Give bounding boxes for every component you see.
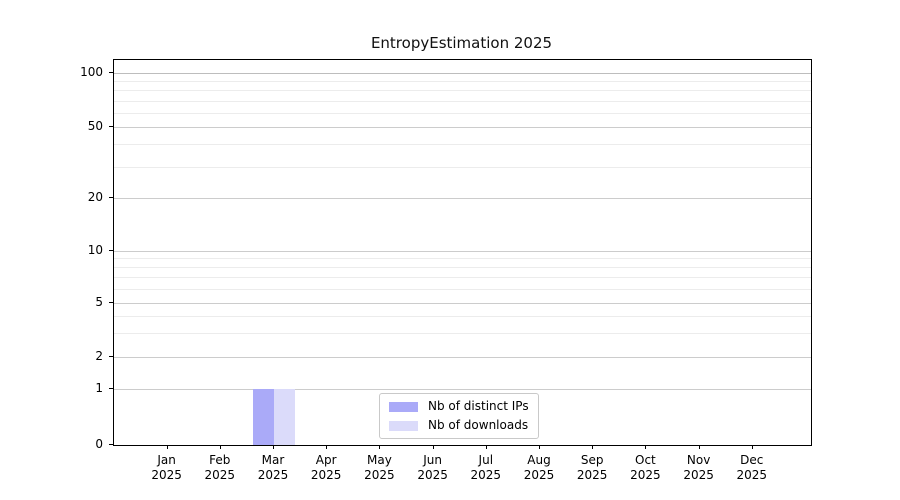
y-axis-tick	[109, 125, 113, 127]
y-axis-tick-label: 10	[87, 242, 103, 257]
legend-swatch	[389, 401, 418, 412]
minor-gridline	[114, 112, 811, 114]
minor-gridline	[114, 288, 811, 290]
x-axis-tick	[592, 445, 594, 449]
y-axis-tick	[109, 71, 113, 73]
y-axis-tick	[109, 388, 113, 390]
minor-gridline	[114, 332, 811, 334]
y-axis-tick-label: 50	[87, 118, 103, 133]
x-axis-tick-label: May 2025	[347, 453, 411, 483]
x-axis-tick	[432, 445, 434, 449]
x-axis-tick-label: Apr 2025	[294, 453, 358, 483]
y-axis-tick-label: 100	[80, 64, 103, 79]
x-label-year: 2025	[576, 468, 608, 482]
x-axis-tick-label: Jun 2025	[401, 453, 465, 483]
x-axis-tick-label: Oct 2025	[613, 453, 677, 483]
x-axis-tick	[698, 445, 700, 449]
legend-label: Nb of downloads	[428, 418, 529, 432]
x-label-month: Nov	[686, 453, 711, 467]
x-label-year: 2025	[683, 468, 714, 482]
y-axis-tick	[109, 197, 113, 199]
x-label-year: 2025	[310, 468, 342, 482]
x-label-year: 2025	[204, 468, 236, 482]
major-gridline	[114, 72, 811, 74]
y-axis-tick-label: 1	[95, 381, 103, 396]
x-label-year: 2025	[417, 468, 448, 482]
x-label-month: Apr	[315, 453, 337, 467]
minor-gridline	[114, 277, 811, 279]
minor-gridline	[114, 144, 811, 146]
y-axis-tick	[109, 301, 113, 303]
x-label-year: 2025	[257, 468, 289, 482]
chart-title: EntropyEstimation 2025	[370, 34, 553, 52]
legend: Nb of distinct IPs Nb of downloads	[379, 393, 539, 439]
y-axis-tick-label: 0	[95, 437, 103, 451]
x-axis-tick-label: Sep 2025	[560, 453, 624, 483]
minor-gridline	[114, 90, 811, 92]
x-axis-tick	[645, 445, 647, 449]
x-axis-tick	[379, 445, 381, 449]
x-label-year: 2025	[364, 468, 395, 482]
major-gridline	[114, 250, 811, 252]
minor-gridline	[114, 80, 811, 82]
major-gridline	[114, 302, 811, 304]
x-label-month: Feb	[209, 453, 231, 467]
major-gridline	[114, 198, 811, 200]
x-label-month: Jan	[157, 453, 176, 467]
x-axis-tick-label: Mar 2025	[241, 453, 305, 483]
x-axis-tick	[539, 445, 540, 449]
y-axis-tick-label: 20	[87, 190, 103, 205]
x-label-month: Dec	[740, 453, 764, 467]
x-label-month: Mar	[261, 453, 285, 467]
x-axis-tick-label: Jul 2025	[454, 453, 518, 483]
x-axis-tick-label: Jan 2025	[135, 453, 199, 483]
x-label-year: 2025	[151, 468, 182, 482]
x-label-month: Jun	[423, 453, 442, 467]
x-axis-tick	[485, 445, 487, 449]
minor-gridline	[114, 100, 811, 102]
bar-nb-of-distinct-ips-mar	[253, 389, 274, 445]
x-label-month: Jul	[478, 453, 494, 467]
minor-gridline	[114, 166, 811, 168]
x-axis-tick-label: Dec 2025	[720, 453, 784, 483]
major-gridline	[114, 357, 811, 358]
x-label-month: May	[366, 453, 392, 467]
minor-gridline	[114, 267, 811, 269]
x-label-year: 2025	[470, 468, 502, 482]
minor-gridline	[114, 258, 811, 260]
y-axis-tick-label: 2	[95, 349, 103, 363]
x-axis-tick-label: Nov 2025	[667, 453, 731, 483]
y-axis-tick	[109, 444, 113, 445]
x-axis-tick	[326, 445, 328, 449]
legend-swatch	[389, 420, 418, 431]
y-axis-tick-label: 5	[95, 294, 103, 309]
x-label-month: Oct	[635, 453, 656, 467]
x-axis-tick	[219, 445, 221, 449]
x-label-year: 2025	[736, 468, 768, 482]
major-gridline	[114, 389, 811, 391]
x-label-month: Sep	[580, 453, 604, 467]
legend-item: Nb of downloads	[389, 417, 529, 434]
legend-item: Nb of distinct IPs	[389, 398, 529, 415]
major-gridline	[114, 126, 811, 128]
x-label-year: 2025	[630, 468, 661, 482]
x-axis-tick	[273, 445, 274, 449]
x-axis-tick	[751, 445, 753, 449]
x-axis-tick-label: Feb 2025	[188, 453, 252, 483]
x-axis-tick	[166, 445, 168, 449]
plot-area: Nb of distinct IPs Nb of downloads	[113, 59, 812, 446]
bar-nb-of-downloads-mar	[274, 389, 295, 445]
y-axis-tick	[109, 249, 113, 251]
x-label-month: Aug	[527, 453, 551, 467]
x-axis-tick-label: Aug 2025	[507, 453, 571, 483]
legend-label: Nb of distinct IPs	[428, 399, 529, 413]
y-axis-tick	[109, 356, 113, 357]
x-label-year: 2025	[523, 468, 555, 482]
minor-gridline	[114, 315, 811, 317]
